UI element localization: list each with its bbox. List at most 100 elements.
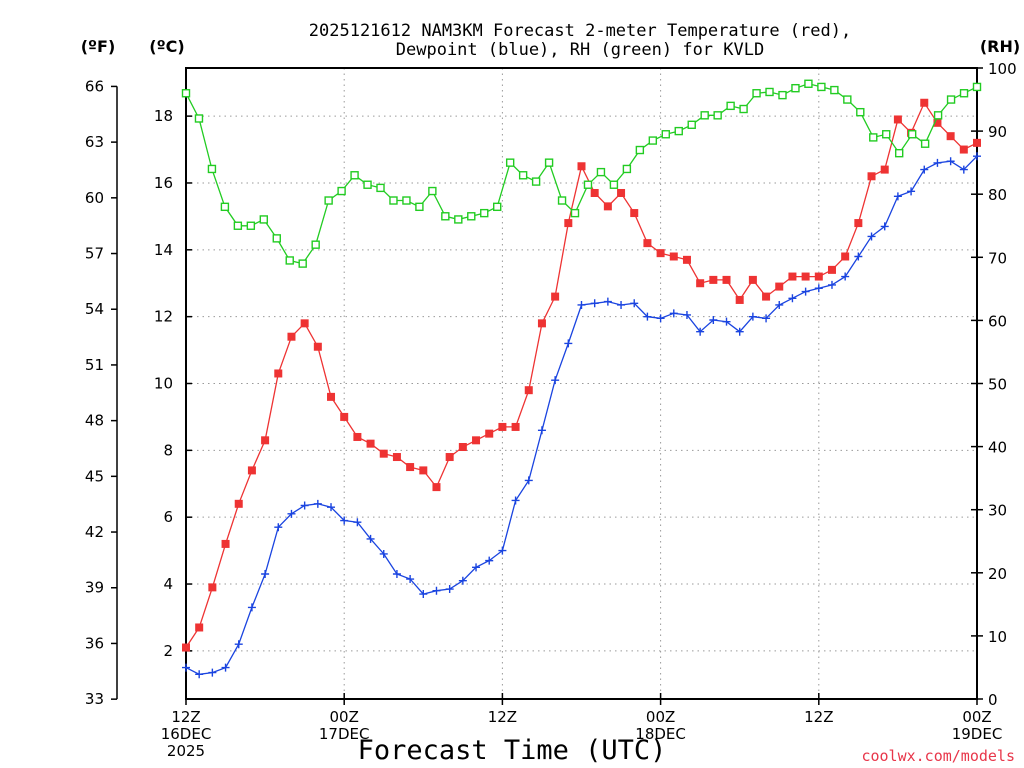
- rh-point: [752, 89, 761, 98]
- dewpoint-point: [392, 570, 401, 579]
- dewpoint-point: [841, 272, 850, 281]
- temperature-point: [827, 265, 836, 274]
- rh-point: [233, 221, 243, 230]
- celsius-tick-label: 14: [154, 241, 173, 259]
- rh-point: [493, 202, 502, 212]
- temperature-point: [406, 463, 415, 472]
- temperature-point: [366, 439, 375, 448]
- fahrenheit-tick-label: 51: [85, 356, 104, 374]
- rh-point: [907, 130, 917, 139]
- rh-point: [946, 95, 956, 104]
- time-tick-label: 16DEC: [161, 725, 212, 743]
- temperature-point: [801, 272, 810, 281]
- dewpoint-point: [854, 252, 863, 261]
- fahrenheit-tick-label: 57: [85, 245, 104, 263]
- temperature-point: [748, 275, 757, 284]
- fahrenheit-tick-label: 63: [85, 133, 104, 151]
- dewpoint-point: [379, 549, 388, 558]
- temperature-point: [340, 412, 349, 421]
- rh-axis: 0 10 20 30 40 50 60 70 80 90 100: [971, 60, 1017, 709]
- rh-point: [726, 101, 735, 111]
- dewpoint-point: [762, 314, 771, 323]
- series-temperature: [182, 98, 981, 652]
- rh-tick-label: 70: [988, 249, 1007, 267]
- dewpoint-point: [458, 576, 467, 585]
- chart-title-line2: Dewpoint (blue), RH (green) for KVLD: [396, 40, 764, 60]
- rh-point: [661, 130, 670, 139]
- temperature-point: [524, 386, 533, 395]
- celsius-tick-label: 18: [154, 107, 173, 125]
- x-axis-title: Forecast Time (UTC): [358, 735, 667, 766]
- celsius-axis: 2 4 6 8 10 12 14 16 18: [154, 107, 192, 660]
- rh-point: [609, 180, 619, 189]
- dewpoint-point: [590, 299, 599, 308]
- celsius-tick-label: 4: [163, 575, 173, 593]
- temperature-point: [458, 443, 467, 452]
- dewpoint-point: [340, 516, 349, 525]
- rh-point: [272, 234, 281, 243]
- rh-point: [454, 215, 463, 224]
- dewpoint-point: [300, 501, 309, 510]
- temperature-point: [946, 132, 955, 141]
- dewpoint-point: [537, 426, 546, 435]
- rh-point: [583, 180, 593, 189]
- rh-point: [674, 126, 683, 136]
- rh-point: [480, 208, 489, 218]
- dewpoint-point: [682, 310, 691, 319]
- dewpoint-point: [524, 476, 533, 485]
- time-tick-label: 17DEC: [319, 725, 370, 743]
- dewpoint-point: [419, 590, 428, 599]
- temperature-point: [603, 202, 612, 211]
- time-tick-label: 2025: [167, 742, 205, 760]
- temperature-point: [788, 272, 797, 281]
- rh-point: [933, 111, 943, 120]
- rh-point: [648, 136, 658, 145]
- temperature-point: [379, 449, 388, 458]
- dewpoint-point: [709, 315, 718, 324]
- dewpoint-point: [472, 563, 481, 572]
- fahrenheit-tick-label: 54: [85, 300, 104, 318]
- dewpoint-point: [643, 312, 652, 321]
- temperature-point: [656, 249, 665, 258]
- rh-point: [635, 145, 645, 155]
- rh-point: [363, 180, 372, 189]
- rh-tick-label: 90: [988, 123, 1007, 141]
- celsius-tick-label: 2: [163, 642, 173, 660]
- temperature-point: [920, 98, 929, 107]
- temperature-point: [485, 429, 494, 438]
- temperature-point: [208, 583, 217, 592]
- rh-point: [518, 171, 528, 180]
- grid-lines: [186, 68, 977, 699]
- temperature-point: [893, 115, 902, 124]
- rh-point: [778, 90, 787, 100]
- dewpoint-point: [234, 640, 243, 649]
- rh-point: [596, 167, 606, 177]
- rh-point: [285, 256, 294, 265]
- dewpoint-point: [880, 222, 889, 231]
- rh-point: [402, 196, 411, 205]
- temperature-point: [300, 319, 309, 328]
- temperature-point: [973, 138, 981, 147]
- data-series: [181, 79, 982, 679]
- dewpoint-point: [182, 663, 190, 672]
- temperature-point: [445, 453, 454, 462]
- rh-point: [557, 196, 567, 205]
- temperature-point: [234, 499, 243, 508]
- temperature-point: [643, 239, 652, 248]
- rh-point: [415, 202, 424, 212]
- fahrenheit-tick-label: 39: [85, 579, 104, 597]
- chart-title-line1: 2025121612 NAM3KM Forecast 2-meter Tempe…: [309, 21, 851, 41]
- rh-tick-label: 20: [988, 565, 1007, 583]
- credit-text: coolwx.com/models: [861, 747, 1015, 765]
- series-dewpoint: [182, 152, 981, 679]
- temperature-point: [195, 623, 204, 632]
- dewpoint-point: [313, 499, 322, 508]
- rh-point: [856, 107, 865, 117]
- temperature-point: [472, 436, 481, 445]
- rh-point: [376, 183, 385, 193]
- dewpoint-point: [406, 575, 415, 584]
- rh-point: [544, 158, 554, 167]
- dewpoint-point: [788, 294, 797, 303]
- rh-point: [441, 212, 450, 221]
